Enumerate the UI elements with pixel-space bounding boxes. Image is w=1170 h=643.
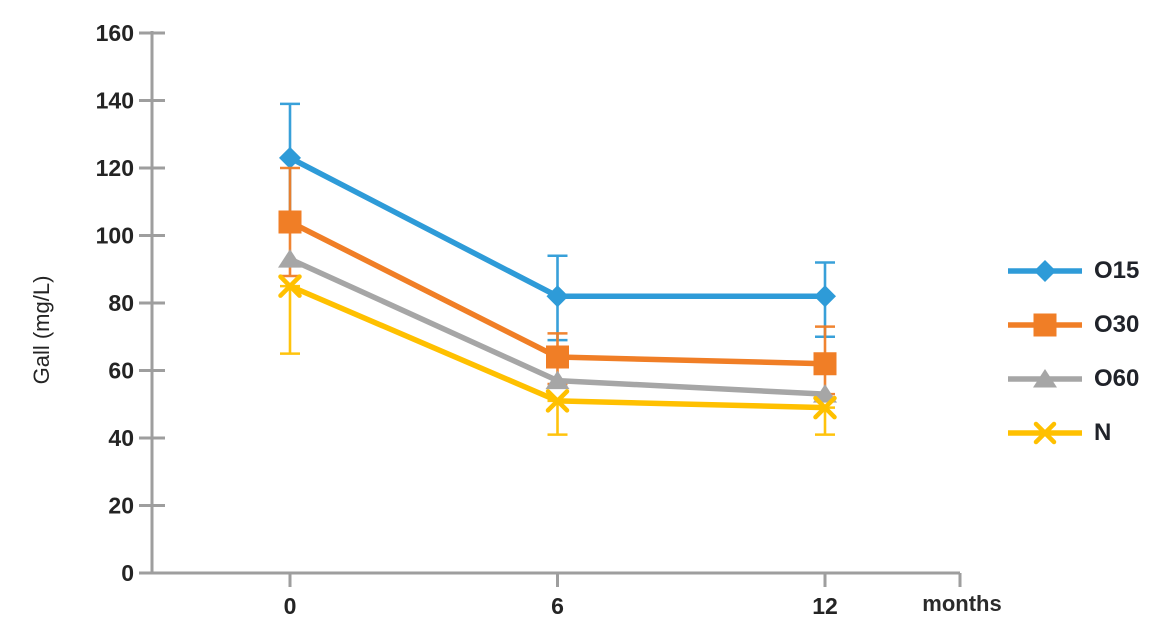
data-point-marker: [278, 274, 302, 298]
series-O15: [279, 102, 836, 342]
y-tick-label: 140: [96, 88, 134, 114]
legend-label-O15: O15: [1094, 257, 1140, 284]
legend-item-O15: O15: [1006, 258, 1139, 284]
legend-marker-triangle-icon: [1008, 369, 1082, 388]
y-axis-title: Gall (mg/L): [29, 275, 54, 385]
y-tick-label: 160: [96, 20, 134, 46]
x-tick-label: 12: [812, 593, 838, 619]
data-point-marker: [278, 249, 302, 268]
axes: 0 20 40 60 80 100 120 140 160 0 6 12: [96, 20, 962, 619]
data-point-marker: [813, 395, 837, 420]
legend-label-O30: O30: [1094, 311, 1140, 338]
x-tick-label: 6: [551, 593, 564, 619]
data-point-marker: [545, 389, 570, 413]
legend-marker-square-icon: [1008, 313, 1082, 337]
y-tick-label: 100: [96, 223, 134, 249]
legend-marker-x-icon: [1008, 421, 1082, 445]
legend: O15 O30 O60 N: [1006, 258, 1139, 446]
legend-item-N: N: [1006, 420, 1139, 446]
legend-item-O60: O60: [1006, 366, 1139, 392]
y-tick-label: 40: [108, 425, 134, 451]
x-axis-title: months: [922, 591, 1002, 616]
series-N: [278, 274, 837, 436]
y-tick-label: 60: [108, 358, 134, 384]
data-point-marker: [546, 285, 569, 308]
y-tick-label: 80: [108, 290, 134, 316]
data-point-marker: [278, 210, 302, 234]
y-tick-label: 0: [121, 560, 134, 586]
data-point-marker: [545, 370, 570, 390]
data-point-marker: [813, 384, 837, 403]
legend-label-O60: O60: [1094, 365, 1140, 392]
y-tick-label: 20: [108, 493, 134, 519]
data-point-marker: [546, 345, 569, 369]
legend-item-O30: O30: [1006, 312, 1139, 338]
legend-marker-diamond-icon: [1008, 260, 1082, 282]
legend-label-N: N: [1094, 419, 1112, 446]
data-point-marker: [813, 352, 837, 376]
x-tick-label: 0: [284, 593, 297, 619]
y-tick-label: 120: [96, 155, 134, 181]
data-point-marker: [279, 146, 301, 169]
series-O60: [278, 249, 837, 403]
data-point-marker: [814, 285, 836, 308]
